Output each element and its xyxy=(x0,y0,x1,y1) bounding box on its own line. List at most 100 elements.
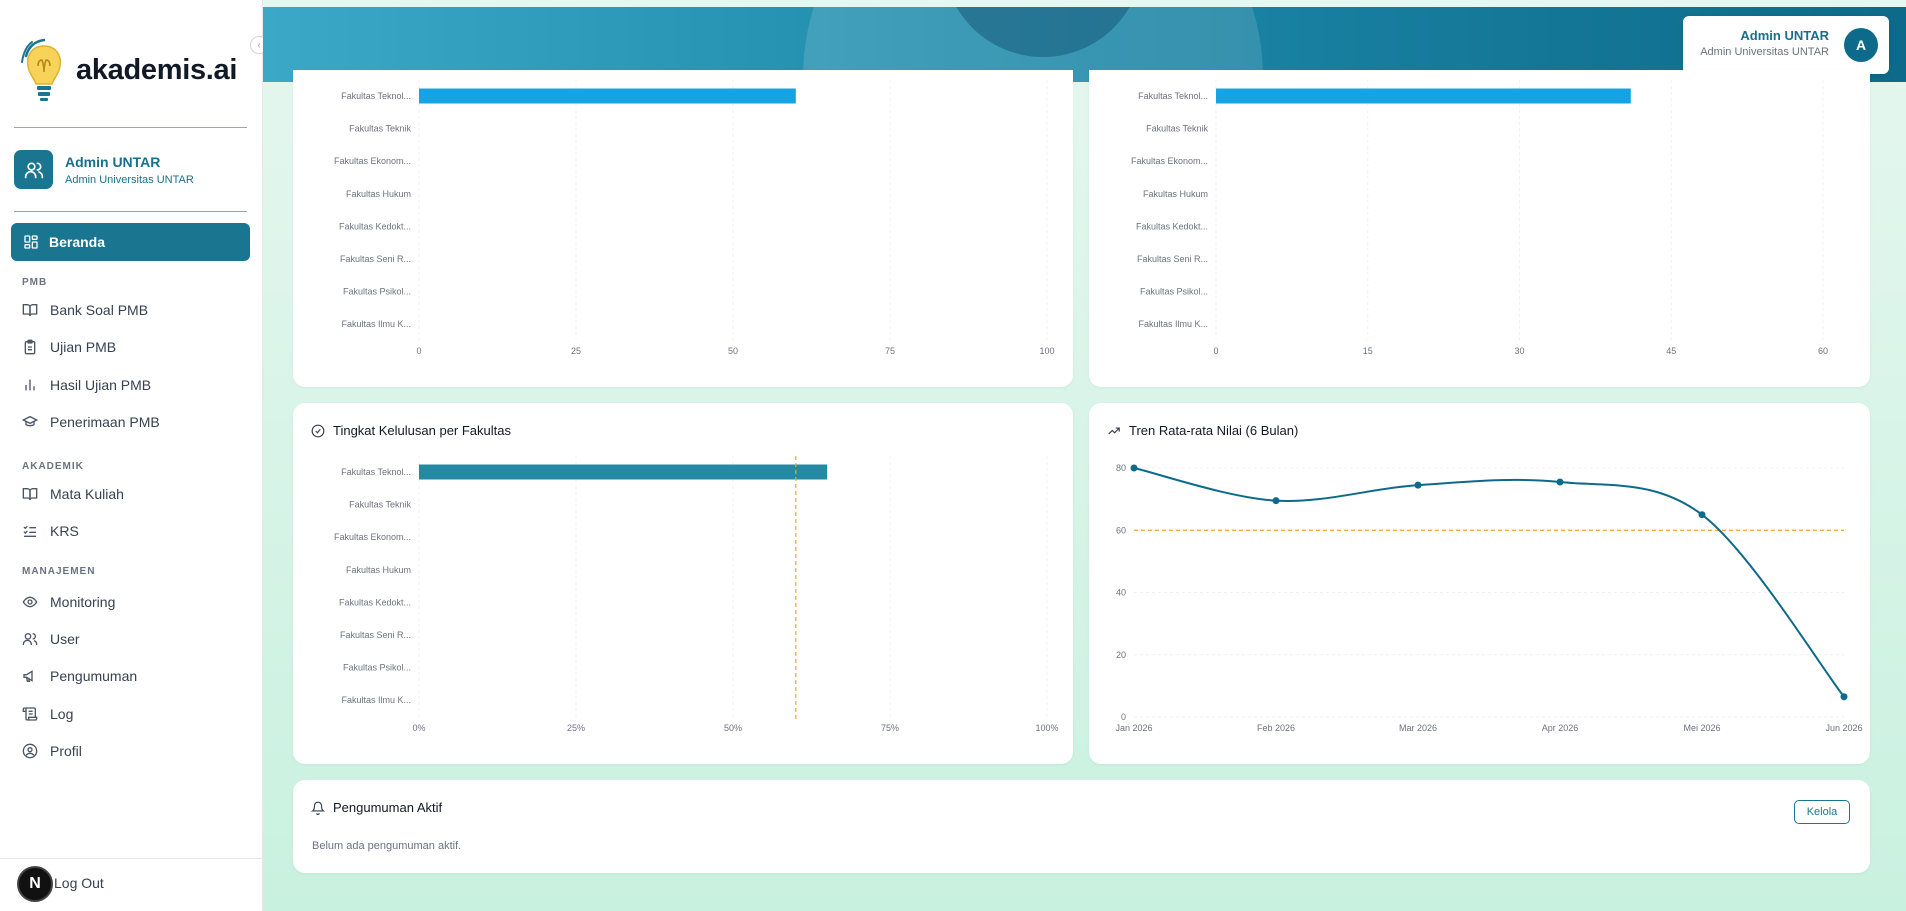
y-tick-label: 60 xyxy=(1116,525,1126,535)
series-line xyxy=(1133,467,1845,698)
x-tick-label: 25 xyxy=(571,346,581,356)
bar xyxy=(419,88,796,104)
sidebar-item-log[interactable]: Log xyxy=(22,706,73,722)
x-tick-label: 75% xyxy=(881,723,899,733)
sidebar-user-name: Admin UNTAR xyxy=(65,153,161,170)
x-tick-label: 0 xyxy=(1213,346,1218,356)
y-tick-label: Fakultas Ilmu K... xyxy=(1138,319,1208,329)
logout-label: Log Out xyxy=(54,875,104,891)
x-tick-label: Jun 2026 xyxy=(1825,723,1862,733)
bar-chart-2: 0 15 30 45 60 Fakultas Teknol... Fakultas Tekn… xyxy=(1131,80,1828,356)
brand-logo[interactable]: akademis.ai xyxy=(20,36,237,104)
announcements-empty: Belum ada pengumuman aktif. xyxy=(312,840,462,852)
x-tick-label: 45 xyxy=(1666,346,1676,356)
sidebar-item-krs[interactable]: KRS xyxy=(22,523,79,539)
circle-check-icon xyxy=(311,424,325,437)
divider xyxy=(14,211,247,212)
scroll-text-icon xyxy=(22,707,38,721)
sidebar-item-label: Bank Soal PMB xyxy=(50,302,149,318)
sidebar-item-pengumuman[interactable]: Pengumuman xyxy=(22,668,137,684)
data-point xyxy=(1414,481,1422,489)
sidebar-item-profil[interactable]: Profil xyxy=(22,743,82,759)
eye-icon xyxy=(22,596,38,608)
bar-chart-kelulusan: 0% 25% 50% 75% 100% Fakultas Teknol... Fakulta… xyxy=(334,456,1059,733)
x-tick-label: 50 xyxy=(728,346,738,356)
logout-button[interactable]: Log Out xyxy=(0,858,263,911)
bar-chart-icon xyxy=(25,379,35,391)
chart-card-tren: Tren Rata-rata Nilai (6 Bulan) 0 20 40 60 80… xyxy=(1089,403,1870,764)
card-title: Pengumuman Aktif xyxy=(311,800,442,815)
book-open-icon xyxy=(22,488,38,501)
y-tick-label: Fakultas Kedokt... xyxy=(339,597,411,607)
sidebar-item-bank-soal-pmb[interactable]: Bank Soal PMB xyxy=(22,302,148,318)
announcements-card: Pengumuman Aktif Kelola Belum ada pengum… xyxy=(293,780,1870,873)
sidebar-user-card: Admin UNTAR Admin Universitas UNTAR xyxy=(14,150,194,189)
megaphone-icon xyxy=(23,670,33,682)
announcements-title: Pengumuman Aktif xyxy=(333,800,443,815)
y-tick-label: Fakultas Teknol... xyxy=(341,91,411,101)
book-open-icon xyxy=(22,304,38,317)
y-tick-label: Fakultas Ilmu K... xyxy=(341,319,411,329)
dashboard-icon xyxy=(24,235,38,249)
header-user-name: Admin UNTAR xyxy=(1740,28,1829,43)
y-tick-label: Fakultas Kedokt... xyxy=(1136,221,1208,231)
sidebar-item-monitoring[interactable]: Monitoring xyxy=(22,594,115,610)
x-tick-label: 50% xyxy=(724,723,742,733)
x-tick-label: 25% xyxy=(567,723,585,733)
x-tick-label: Mei 2026 xyxy=(1683,723,1720,733)
trending-up-icon xyxy=(1108,427,1120,434)
sidebar-item-label: Profil xyxy=(50,743,82,759)
sidebar-item-label: Monitoring xyxy=(50,594,116,610)
list-checks-icon xyxy=(23,525,36,537)
kelola-button[interactable]: Kelola xyxy=(1794,800,1850,824)
graduation-cap-icon xyxy=(22,415,38,427)
lightbulb-logo-icon xyxy=(21,38,62,101)
clipboard-icon xyxy=(24,339,36,355)
y-tick-label: Fakultas Kedokt... xyxy=(339,221,411,231)
nav-section-akademik: AKADEMIK xyxy=(22,461,84,472)
sidebar-item-user[interactable]: User xyxy=(22,631,80,647)
n-badge-icon[interactable]: N xyxy=(17,866,53,902)
bell-icon xyxy=(311,801,325,815)
users-icon xyxy=(22,633,38,645)
chart-title: Tingkat Kelulusan per Fakultas xyxy=(333,423,512,438)
bar-chart-1: 0 25 50 75 100 Fakultas Teknol... Fakultas Tek… xyxy=(334,80,1055,356)
chart-card-2: 0 15 30 45 60 Fakultas Teknol... Fakultas Tekn… xyxy=(1089,70,1870,387)
chevron-left-icon: ‹ xyxy=(257,39,261,51)
users-icon xyxy=(14,150,53,189)
card-title: Tren Rata-rata Nilai (6 Bulan) xyxy=(1107,423,1298,438)
y-tick-label: Fakultas Teknik xyxy=(349,500,411,510)
header-user-role: Admin Universitas UNTAR xyxy=(1700,46,1829,58)
card-title: Tingkat Kelulusan per Fakultas xyxy=(311,423,511,438)
y-tick-label: Fakultas Teknol... xyxy=(341,467,411,477)
header-user-menu[interactable]: Admin UNTAR Admin Universitas UNTAR A xyxy=(1683,16,1889,74)
x-tick-label: 75 xyxy=(885,346,895,356)
sidebar-item-label: Mata Kuliah xyxy=(50,486,124,502)
y-tick-label: Fakultas Psikol... xyxy=(343,663,411,673)
x-tick-label: 15 xyxy=(1363,346,1373,356)
data-point xyxy=(1698,511,1706,519)
data-point xyxy=(1272,497,1280,505)
data-point xyxy=(1130,464,1138,472)
y-tick-label: 0 xyxy=(1121,712,1126,722)
sidebar-item-mata-kuliah[interactable]: Mata Kuliah xyxy=(22,486,124,502)
data-point xyxy=(1556,478,1564,486)
sidebar-item-label: Pengumuman xyxy=(50,668,138,684)
sidebar-item-penerimaan-pmb[interactable]: Penerimaan PMB xyxy=(22,414,160,430)
sidebar-item-hasil-ujian-pmb[interactable]: Hasil Ujian PMB xyxy=(22,377,151,393)
x-tick-label: 0% xyxy=(412,723,425,733)
chart-card-1: 0 25 50 75 100 Fakultas Teknol... Fakultas Tek… xyxy=(293,70,1073,387)
x-tick-label: 60 xyxy=(1818,346,1828,356)
bar xyxy=(1216,88,1631,104)
sidebar: akademis.ai ‹ Admin UNTAR Admin Universi… xyxy=(0,0,268,911)
sidebar-item-label: KRS xyxy=(50,523,79,539)
x-tick-label: Mar 2026 xyxy=(1399,723,1437,733)
x-tick-label: 100% xyxy=(1035,723,1058,733)
main-content: Admin UNTAR Admin Universitas UNTAR A 0 2… xyxy=(263,0,1906,911)
sidebar-item-beranda[interactable]: Beranda xyxy=(11,223,250,261)
nav-section-pmb: PMB xyxy=(22,277,48,288)
nav-section-manajemen: MANAJEMEN xyxy=(22,566,96,577)
sidebar-item-ujian-pmb[interactable]: Ujian PMB xyxy=(22,339,116,355)
sidebar-item-label: Penerimaan PMB xyxy=(50,414,160,430)
y-tick-label: Fakultas Ilmu K... xyxy=(341,695,411,705)
